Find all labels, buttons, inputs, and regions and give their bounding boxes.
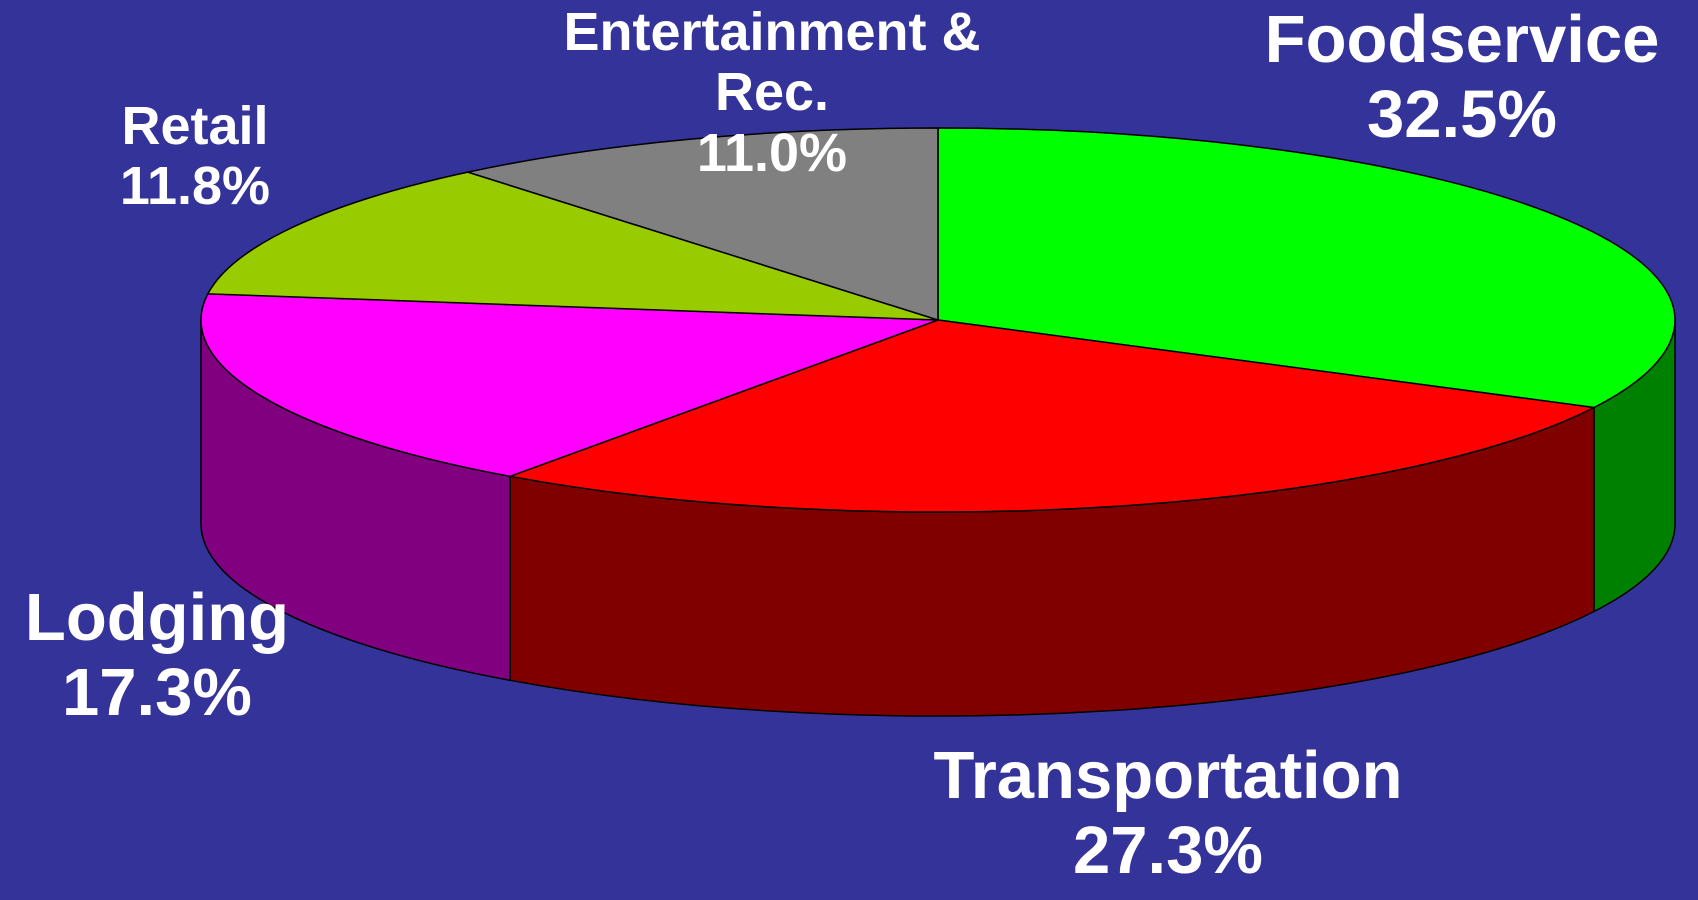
value-label: 32.5% (1367, 77, 1557, 153)
category-label: Retail (121, 96, 269, 156)
category-label: Foodservice (1264, 2, 1660, 77)
value-label: 11.8% (119, 156, 271, 217)
slice (507, 319, 1597, 513)
slice-label: Lodging 17.3% (0, 580, 337, 730)
value-label: 11.0% (696, 122, 848, 183)
category-label: Transportation (933, 738, 1403, 813)
value-label: 17.3% (62, 655, 252, 731)
category-label: Lodging (24, 580, 290, 655)
slice (937, 127, 1676, 409)
slice-label: Foodservice 32.5% (1212, 2, 1698, 152)
slice-label: Entertainment & Rec. 11.0% (542, 2, 1002, 183)
category-label: Entertainment & Rec. (563, 2, 981, 123)
slice (200, 293, 939, 478)
slice-label: Retail 11.8% (45, 96, 345, 217)
slice-label: Transportation 27.3% (868, 738, 1468, 888)
slice (464, 127, 939, 322)
slice (206, 171, 939, 321)
value-label: 27.3% (1073, 813, 1263, 889)
